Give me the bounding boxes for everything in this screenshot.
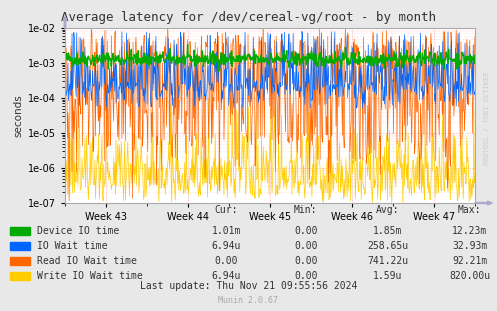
Text: 0.00: 0.00	[294, 256, 318, 266]
Text: Device IO time: Device IO time	[37, 226, 119, 236]
Text: Write IO Wait time: Write IO Wait time	[37, 271, 143, 281]
Text: Munin 2.0.67: Munin 2.0.67	[219, 296, 278, 305]
Text: Read IO Wait time: Read IO Wait time	[37, 256, 137, 266]
Text: 741.22u: 741.22u	[367, 256, 408, 266]
Text: 0.00: 0.00	[294, 226, 318, 236]
Text: 258.65u: 258.65u	[367, 241, 408, 251]
Text: Min:: Min:	[294, 205, 318, 215]
Text: Max:: Max:	[458, 205, 482, 215]
Y-axis label: seconds: seconds	[14, 94, 24, 137]
Text: Cur:: Cur:	[214, 205, 238, 215]
Text: 0.00: 0.00	[294, 241, 318, 251]
Text: Avg:: Avg:	[376, 205, 400, 215]
Text: 6.94u: 6.94u	[211, 241, 241, 251]
Text: RRDTOOL / TOBI OETIKER: RRDTOOL / TOBI OETIKER	[484, 72, 490, 165]
Text: 1.01m: 1.01m	[211, 226, 241, 236]
Text: 1.85m: 1.85m	[373, 226, 403, 236]
Text: 1.59u: 1.59u	[373, 271, 403, 281]
Text: 0.00: 0.00	[294, 271, 318, 281]
Text: 0.00: 0.00	[214, 256, 238, 266]
Text: 12.23m: 12.23m	[452, 226, 487, 236]
Text: 92.21m: 92.21m	[452, 256, 487, 266]
Text: 820.00u: 820.00u	[449, 271, 490, 281]
Text: 32.93m: 32.93m	[452, 241, 487, 251]
Text: Average latency for /dev/cereal-vg/root - by month: Average latency for /dev/cereal-vg/root …	[61, 11, 436, 24]
Text: IO Wait time: IO Wait time	[37, 241, 108, 251]
Text: 6.94u: 6.94u	[211, 271, 241, 281]
Text: Last update: Thu Nov 21 09:55:56 2024: Last update: Thu Nov 21 09:55:56 2024	[140, 281, 357, 291]
